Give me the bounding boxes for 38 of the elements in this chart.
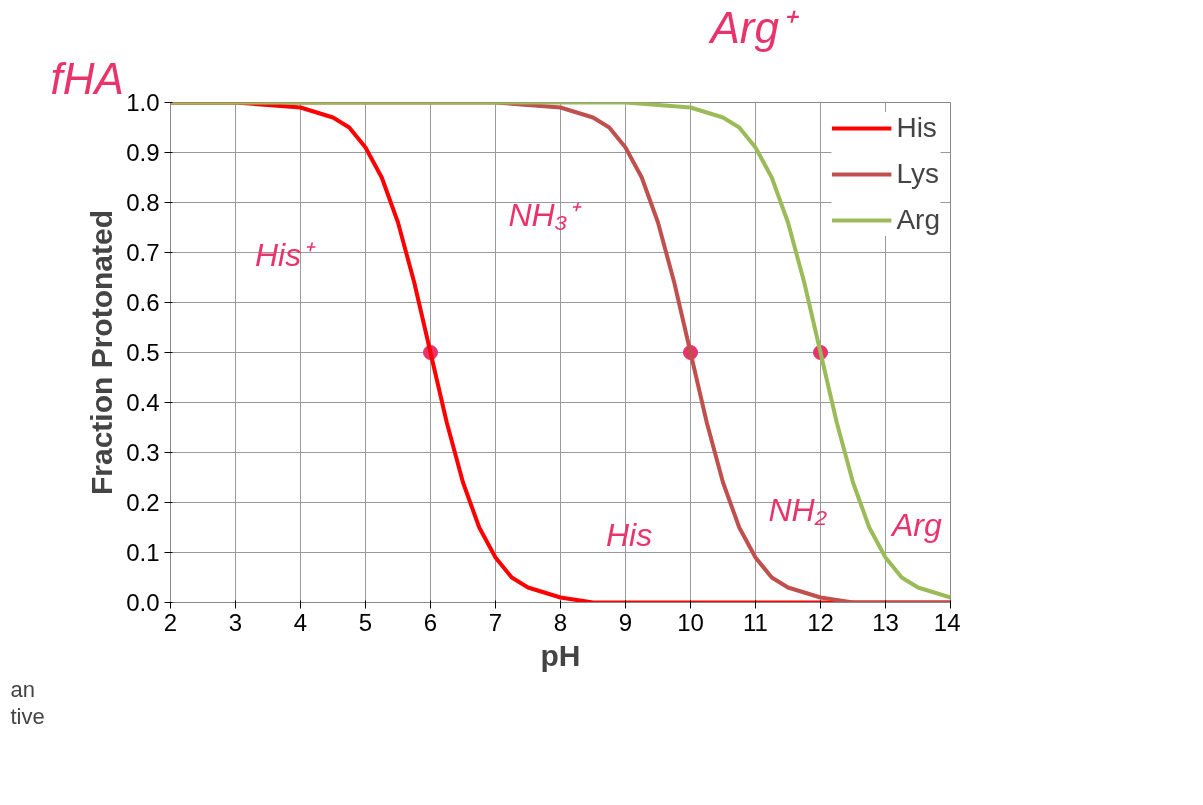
legend-label: Arg (896, 204, 940, 236)
y-tick-label: 0.1 (126, 539, 160, 566)
legend-label: His (896, 112, 937, 144)
x-tick-label: 10 (677, 608, 704, 636)
annotation: Arg (890, 506, 942, 543)
y-tick-label: 0.6 (126, 289, 160, 316)
x-tick-label: 3 (228, 608, 243, 636)
annotation: NH₃⁺ (508, 196, 583, 233)
y-tick-label: 0.7 (126, 239, 160, 266)
x-tick-label: 11 (743, 608, 768, 636)
annotation: His (606, 516, 653, 553)
y-tick-label: 0.5 (126, 339, 160, 366)
text: an (10, 676, 35, 702)
x-tick-label: 6 (423, 608, 438, 636)
y-tick-label: 1.0 (126, 89, 160, 116)
y-tick-label: 0.0 (126, 589, 160, 616)
legend-label: Lys (896, 158, 939, 190)
y-tick-label: 0.3 (126, 439, 160, 466)
annotation: NH₂ (768, 491, 827, 528)
x-tick-label: 12 (807, 608, 834, 636)
x-tick-label: 8 (553, 608, 568, 636)
annotation: His⁺ (255, 236, 317, 273)
x-axis-title: pH (540, 638, 581, 672)
y-tick-label: 0.2 (126, 489, 160, 516)
text: tive (10, 703, 45, 729)
y-tick-label: 0.8 (126, 189, 160, 216)
x-tick-label: 9 (618, 608, 633, 636)
x-tick-label: 5 (358, 608, 373, 636)
x-tick-label: 2 (163, 608, 178, 636)
x-tick-label: 7 (488, 608, 503, 636)
text: fHA (50, 53, 124, 103)
x-tick-label: 4 (293, 608, 308, 636)
y-tick-label: 0.9 (126, 139, 160, 166)
y-axis-title: Fraction Protonated (85, 209, 119, 496)
x-tick-label: 14 (933, 608, 961, 636)
text: Arg⁺ (707, 2, 800, 52)
x-tick-label: 13 (872, 608, 899, 636)
y-tick-label: 0.4 (126, 389, 160, 416)
